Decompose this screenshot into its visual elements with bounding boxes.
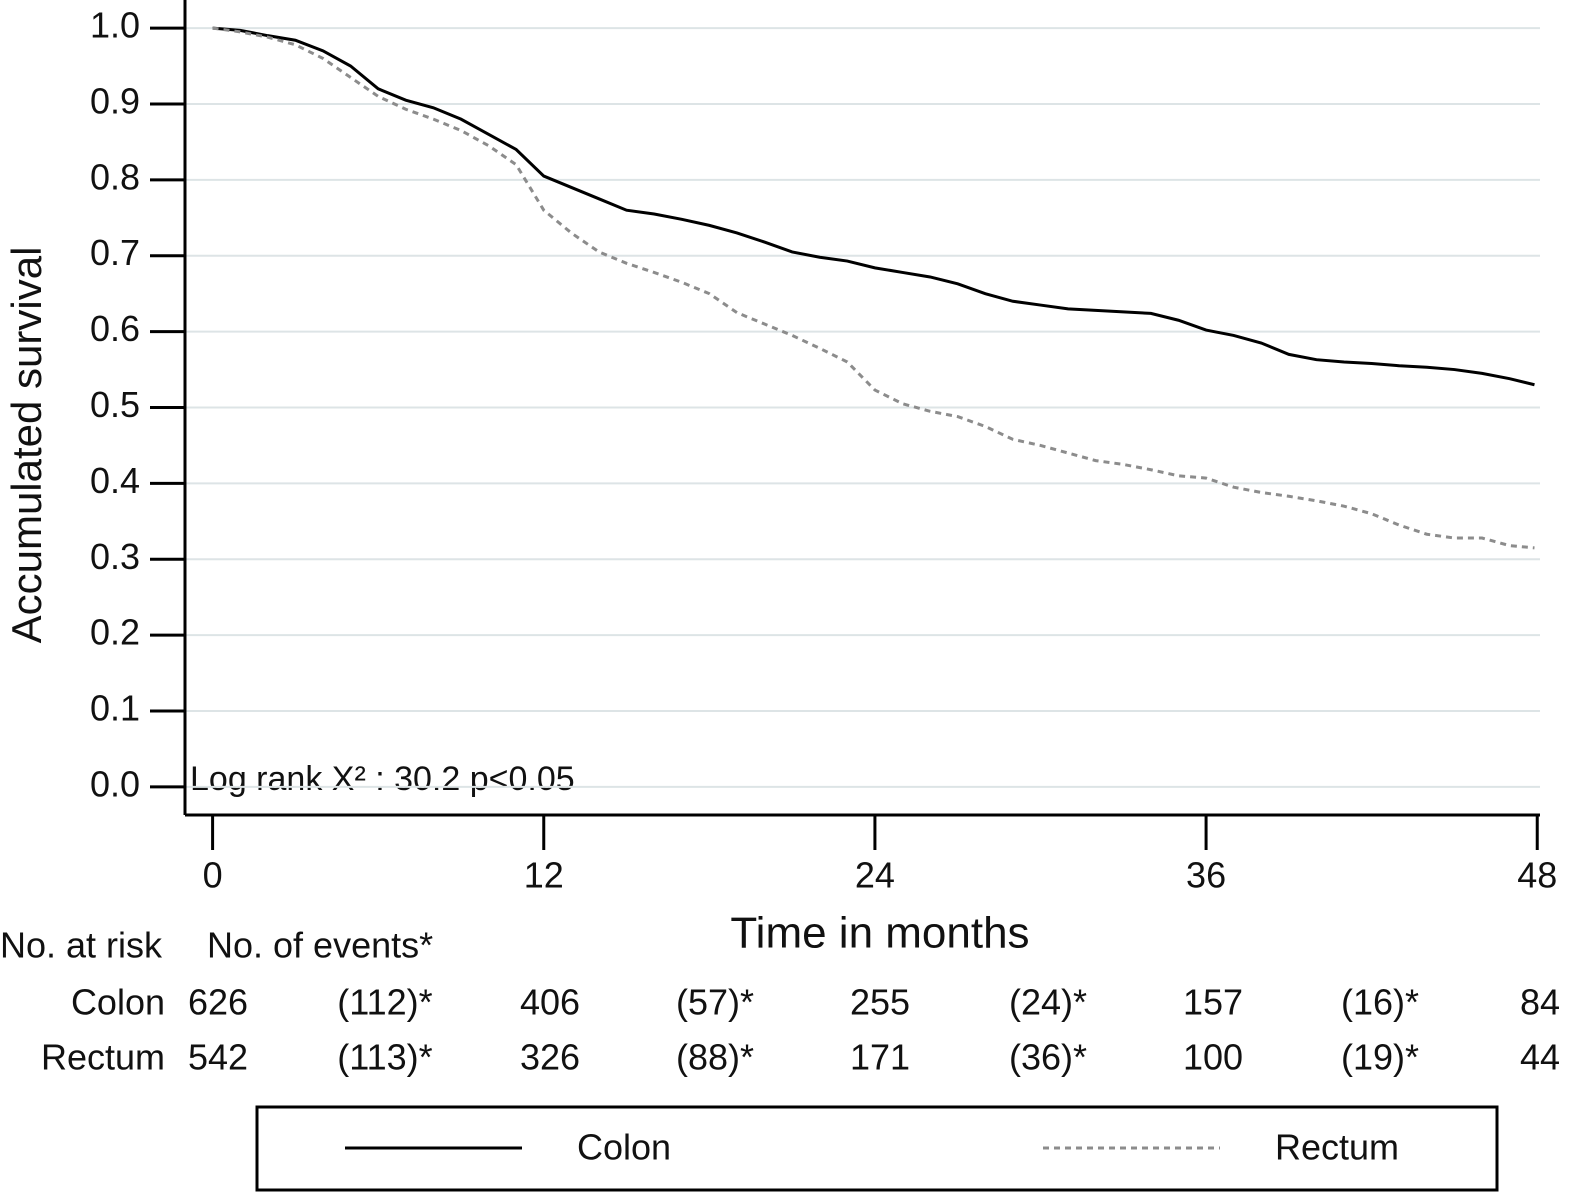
x-tick-label: 12 [524,855,564,896]
y-tick-label: 0.8 [90,156,140,197]
risk-cell: (57)* [676,982,754,1023]
risk-cell: 44 [1520,1037,1560,1078]
x-tick-label: 48 [1517,855,1557,896]
y-tick-label: 0.1 [90,688,140,729]
legend-label: Colon [577,1127,671,1168]
risk-header: No. at risk [0,925,163,966]
y-tick-label: 0.4 [90,460,140,501]
risk-cell: 626 [188,982,248,1023]
risk-cell: (112)* [337,982,432,1023]
y-tick-label: 0.0 [90,763,140,804]
legend-label: Rectum [1275,1127,1399,1168]
y-tick-label: 0.7 [90,232,140,273]
y-tick-label: 1.0 [90,5,140,46]
risk-cell: (16)* [1341,982,1419,1023]
risk-cell: (36)* [1009,1037,1087,1078]
risk-cell: 255 [850,982,910,1023]
x-tick-label: 24 [855,855,895,896]
risk-row-label: Colon [71,982,165,1023]
risk-cell: 84 [1520,982,1560,1023]
risk-cell: (88)* [676,1037,754,1078]
survival-curve [212,26,1535,550]
risk-row-label: Rectum [41,1037,165,1078]
risk-cell: 157 [1183,982,1243,1023]
y-axis-title: Accumulated survival [3,247,50,644]
y-tick-label: 0.9 [90,80,140,121]
risk-header: No. of events* [207,925,433,966]
risk-cell: 542 [188,1037,248,1078]
risk-cell: (19)* [1341,1037,1419,1078]
y-tick-label: 0.5 [90,384,140,425]
y-tick-label: 0.6 [90,308,140,349]
risk-cell: 406 [520,982,580,1023]
risk-cell: (113)* [337,1037,432,1078]
annotation: Log rank X² : 30.2 p<0.05 [190,760,575,798]
x-axis-title: Time in months [730,909,1029,958]
y-tick-label: 0.3 [90,536,140,577]
survival-curve [212,26,1535,387]
risk-cell: 171 [850,1037,910,1078]
x-tick-label: 0 [203,855,223,896]
risk-cell: (24)* [1009,982,1087,1023]
risk-cell: 100 [1183,1037,1243,1078]
x-tick-label: 36 [1186,855,1226,896]
legend-box [255,1105,1499,1192]
risk-cell: 326 [520,1037,580,1078]
y-tick-label: 0.2 [90,612,140,653]
